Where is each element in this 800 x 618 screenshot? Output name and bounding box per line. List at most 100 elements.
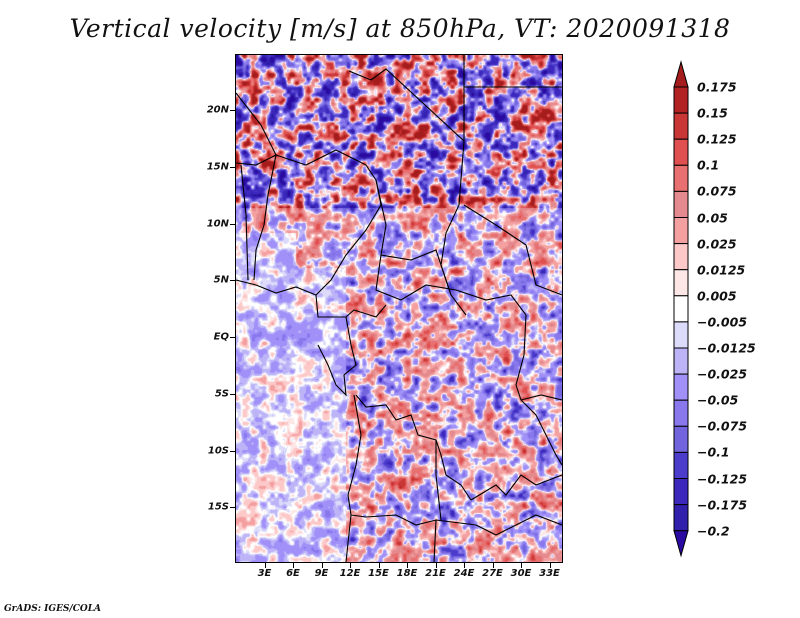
colorbar-label: −0.05 xyxy=(697,392,739,408)
x-tick xyxy=(350,563,351,568)
colorbar-box xyxy=(673,399,689,427)
border-angola-coast xyxy=(345,394,362,562)
colorbar-label: −0.2 xyxy=(697,523,730,539)
x-tick xyxy=(321,563,323,568)
chart-title: Vertical velocity [m/s] at 850hPa, VT: 2… xyxy=(69,14,731,43)
colorbar-label: −0.075 xyxy=(697,418,748,434)
colorbar-box xyxy=(673,425,689,453)
colorbar-label: 0.005 xyxy=(697,288,737,304)
border-drc-angola xyxy=(355,394,472,501)
x-tick xyxy=(549,563,551,568)
border-botswana xyxy=(433,519,437,562)
border-nigeria-cameroon xyxy=(315,179,382,296)
colorbar-box xyxy=(673,217,689,245)
x-tick xyxy=(435,563,437,568)
border-mali-niger xyxy=(236,92,277,166)
border-niger-nigeria xyxy=(275,149,377,181)
colorbar-bottom-arrow xyxy=(673,530,689,558)
colorbar-label: −0.175 xyxy=(697,497,748,513)
x-tick xyxy=(293,563,294,568)
colorbar-label: 0.1 xyxy=(697,157,720,173)
colorbar-box xyxy=(673,243,689,271)
country-borders xyxy=(236,55,562,562)
colorbar-label: −0.125 xyxy=(697,471,748,486)
border-angola-zambia xyxy=(435,440,442,521)
colorbar-label: −0.005 xyxy=(697,314,748,330)
y-tick-label: 15S xyxy=(207,501,229,513)
border-congo xyxy=(317,316,357,397)
y-tick-label: 5N xyxy=(213,274,229,286)
x-tick xyxy=(378,563,380,568)
colorbar-label: 0.05 xyxy=(697,210,728,225)
border-niger-chad xyxy=(348,68,467,316)
y-tick xyxy=(230,110,235,111)
colorbar-label: 0.025 xyxy=(697,236,737,252)
x-tick xyxy=(521,563,522,568)
y-tick-label: 20N xyxy=(206,104,229,116)
y-tick-label: EQ xyxy=(213,331,229,343)
x-tick-label: 15E xyxy=(368,568,389,579)
x-tick-label: 21E xyxy=(425,568,446,579)
y-tick xyxy=(230,166,235,168)
y-tick xyxy=(230,223,235,225)
colorbar-box xyxy=(673,190,689,218)
colorbar-box xyxy=(673,321,689,349)
border-sudan-south xyxy=(463,204,562,296)
map-plot-area xyxy=(235,54,563,563)
y-tick xyxy=(230,280,235,282)
colorbar-label: −0.025 xyxy=(697,366,748,382)
x-tick xyxy=(464,563,465,568)
border-car-drc xyxy=(375,254,527,316)
border-great-lakes xyxy=(515,314,562,466)
colorbar-box xyxy=(673,164,689,192)
border-zambia-drc xyxy=(470,474,562,501)
y-tick xyxy=(230,393,235,395)
y-tick-label: 10N xyxy=(206,218,229,229)
border-chad-car xyxy=(375,179,452,296)
x-tick xyxy=(264,563,266,568)
y-tick-label: 5S xyxy=(214,388,229,400)
colorbar-box xyxy=(673,478,689,506)
y-tick xyxy=(230,450,235,452)
colorbar-box xyxy=(673,295,689,323)
x-tick xyxy=(492,563,494,568)
x-tick-label: 12E xyxy=(339,568,361,579)
border-cameroon-gabon xyxy=(315,294,387,318)
x-tick-label: 6E xyxy=(286,568,300,579)
colorbar-box xyxy=(673,112,689,140)
x-tick-label: 30E xyxy=(510,568,532,579)
colorbar-label: −0.0125 xyxy=(697,340,756,356)
y-tick-label: 15N xyxy=(206,161,229,173)
x-tick-label: 33E xyxy=(539,568,560,579)
y-tick-label: 10S xyxy=(207,445,229,456)
x-tick-label: 24E xyxy=(453,568,475,579)
border-tanzania xyxy=(520,394,562,401)
x-tick-label: 3E xyxy=(257,568,272,579)
x-tick-label: 9E xyxy=(314,568,329,579)
y-tick xyxy=(230,337,235,338)
colorbar-label: 0.125 xyxy=(697,131,737,147)
x-tick-label: 18E xyxy=(396,568,418,579)
border-zimbabwe xyxy=(475,514,562,536)
colorbar-label: −0.1 xyxy=(697,444,730,460)
border-benin xyxy=(253,154,277,281)
colorbar-box xyxy=(673,86,689,114)
colorbar-label: 0.175 xyxy=(697,79,737,95)
grads-credit: GrADS: IGES/COLA xyxy=(4,604,102,614)
colorbar-top-arrow xyxy=(673,60,689,88)
border-angola-namibia xyxy=(350,514,477,526)
colorbar-box xyxy=(673,347,689,375)
colorbar-label: 0.0125 xyxy=(697,262,746,278)
colorbar-box xyxy=(673,451,689,479)
x-tick xyxy=(407,563,408,568)
colorbar-box xyxy=(673,373,689,401)
colorbar-label: 0.15 xyxy=(697,105,728,121)
border-togo xyxy=(240,164,249,281)
colorbar-label: 0.075 xyxy=(697,183,737,199)
y-tick xyxy=(230,507,235,509)
vertical-velocity-field xyxy=(236,55,562,562)
x-tick-label: 27E xyxy=(482,568,503,579)
colorbar-box xyxy=(673,269,689,297)
colorbar-box xyxy=(673,138,689,166)
border-coastline-west-africa xyxy=(236,279,317,296)
